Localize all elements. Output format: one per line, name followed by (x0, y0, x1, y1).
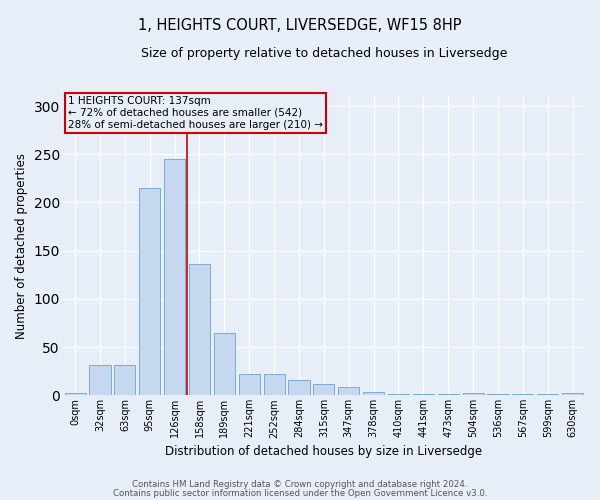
Title: Size of property relative to detached houses in Liversedge: Size of property relative to detached ho… (140, 48, 507, 60)
Bar (537, 394, 558, 396)
Bar (189, 264, 210, 396)
Y-axis label: Number of detached properties: Number of detached properties (15, 153, 28, 339)
Bar (363, 392, 384, 396)
Bar (139, 188, 160, 396)
Bar (239, 374, 260, 396)
Text: 1 HEIGHTS COURT: 137sqm
← 72% of detached houses are smaller (542)
28% of semi-d: 1 HEIGHTS COURT: 137sqm ← 72% of detache… (68, 96, 323, 130)
Bar (214, 332, 235, 396)
Text: 1, HEIGHTS COURT, LIVERSEDGE, WF15 8HP: 1, HEIGHTS COURT, LIVERSEDGE, WF15 8HP (138, 18, 462, 32)
Bar (562, 394, 583, 396)
Bar (263, 374, 284, 396)
Bar (413, 394, 434, 396)
Bar (437, 394, 459, 396)
Text: Contains HM Land Registry data © Crown copyright and database right 2024.: Contains HM Land Registry data © Crown c… (132, 480, 468, 489)
Bar (338, 386, 359, 396)
Bar (65, 394, 86, 396)
Bar (115, 366, 136, 396)
Bar (289, 380, 310, 396)
Text: Contains public sector information licensed under the Open Government Licence v3: Contains public sector information licen… (113, 489, 487, 498)
X-axis label: Distribution of detached houses by size in Liversedge: Distribution of detached houses by size … (165, 444, 482, 458)
Bar (164, 159, 185, 396)
Bar (89, 366, 110, 396)
Bar (463, 394, 484, 396)
Bar (487, 394, 509, 396)
Bar (512, 394, 533, 396)
Bar (388, 394, 409, 396)
Bar (313, 384, 334, 396)
